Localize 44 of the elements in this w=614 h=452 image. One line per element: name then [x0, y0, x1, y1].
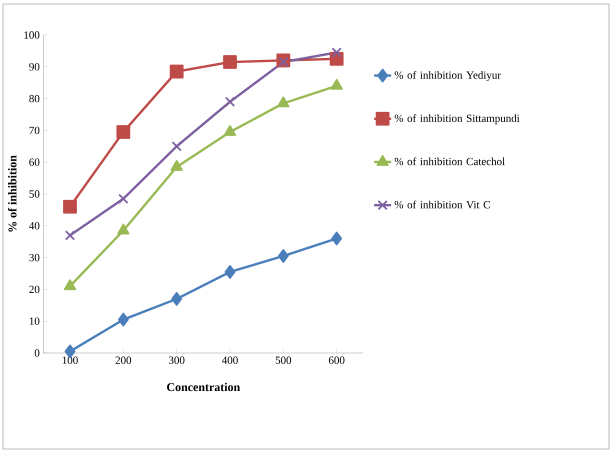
- legend-label: % of inhibition Catechol: [394, 157, 505, 166]
- legend-label: % of inhibition Sittampundi: [394, 114, 520, 124]
- point: [170, 64, 184, 78]
- x-tick-label: 500: [276, 356, 292, 364]
- x-tick-label: 600: [328, 356, 344, 364]
- point: [224, 96, 236, 107]
- point: [170, 160, 183, 171]
- point: [224, 125, 236, 136]
- point: [224, 265, 236, 279]
- y-tick-label: 10: [30, 318, 40, 325]
- y-tick-label: 40: [29, 222, 40, 230]
- x-tick-label: 200: [116, 356, 132, 364]
- point: [63, 200, 77, 214]
- x-tick-label: 300: [168, 356, 184, 364]
- y-tick-label: 60: [29, 158, 40, 166]
- point: [330, 78, 343, 90]
- x-axis-title: Concentration: [167, 382, 240, 392]
- y-tick-label: 100: [24, 31, 40, 39]
- point: [223, 55, 237, 69]
- point: [332, 47, 342, 58]
- y-tick-label: 20: [29, 286, 40, 294]
- y-tick-label: 70: [30, 126, 40, 134]
- y-tick-label: 50: [29, 190, 40, 198]
- point: [117, 224, 130, 234]
- point: [277, 96, 290, 108]
- point: [64, 230, 76, 240]
- x-tick-label: 400: [222, 356, 238, 364]
- y-tick-label: 0: [34, 349, 40, 357]
- point: [118, 312, 129, 327]
- point: [171, 292, 182, 306]
- point: [278, 56, 288, 68]
- y-tick-label: 30: [29, 254, 40, 262]
- point: [331, 232, 342, 246]
- legend-label: % of inhibition Yediyur: [394, 70, 501, 82]
- point: [118, 194, 128, 204]
- y-tick-label: 80: [29, 94, 40, 102]
- point: [278, 249, 289, 263]
- point: [172, 141, 182, 152]
- point: [116, 125, 130, 139]
- y-axis-title: % of inhibition: [8, 155, 17, 232]
- y-tick-label: 90: [29, 63, 40, 70]
- legend-label: % of inhibition Vit C: [394, 200, 490, 208]
- point: [64, 279, 76, 290]
- x-tick-label: 100: [62, 356, 78, 364]
